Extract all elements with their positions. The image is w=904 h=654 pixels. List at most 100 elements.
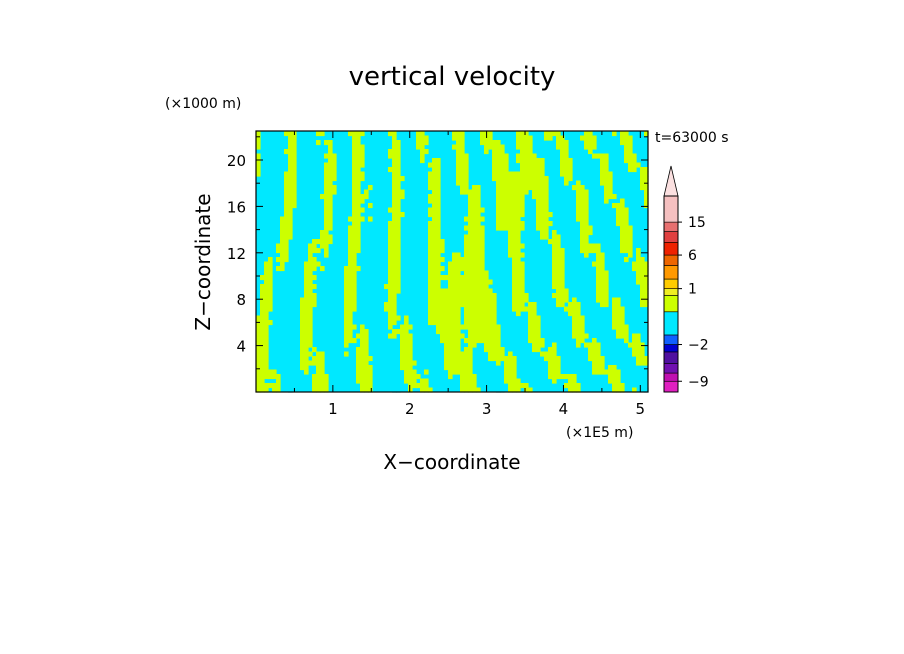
field-cell: [332, 185, 337, 191]
field-cell: [612, 203, 617, 209]
field-cell: [420, 333, 425, 339]
field-cell: [568, 158, 573, 164]
field-cell: [472, 293, 477, 299]
field-cell: [268, 306, 273, 312]
field-cell: [436, 158, 441, 164]
field-cell: [312, 360, 317, 366]
field-cell: [472, 270, 477, 276]
field-cell: [548, 351, 553, 357]
field-cell: [540, 158, 545, 164]
field-cell: [512, 306, 517, 312]
field-cell: [436, 320, 441, 326]
field-cell: [264, 356, 269, 362]
field-cell: [500, 216, 505, 222]
field-cell: [600, 153, 605, 159]
field-cell: [352, 302, 357, 308]
field-cell: [428, 288, 433, 294]
field-cell: [364, 356, 369, 362]
field-cell: [280, 261, 285, 267]
field-cell: [276, 257, 281, 263]
field-cell: [352, 140, 357, 146]
field-cell: [352, 243, 357, 249]
field-cell: [516, 194, 521, 200]
field-cell: [548, 212, 553, 218]
field-cell: [388, 234, 393, 240]
field-cell: [396, 329, 401, 335]
field-cell: [360, 356, 365, 362]
field-cell: [388, 221, 393, 227]
field-cell: [592, 243, 597, 249]
field-cell: [492, 311, 497, 317]
field-cell: [520, 275, 525, 281]
field-cell: [312, 297, 317, 303]
field-cell: [400, 176, 405, 182]
field-cell: [504, 360, 509, 366]
field-cell: [476, 302, 481, 308]
field-cell: [332, 329, 337, 335]
field-cell: [456, 342, 461, 348]
field-cell: [436, 239, 441, 245]
field-cell: [512, 270, 517, 276]
field-cell: [640, 347, 645, 353]
field-cell: [504, 212, 509, 218]
field-cell: [356, 144, 361, 150]
field-cell: [568, 225, 573, 231]
field-cell: [352, 248, 357, 254]
field-cell: [500, 203, 505, 209]
field-cell: [316, 131, 321, 137]
field-cell: [376, 324, 381, 330]
field-cell: [516, 252, 521, 258]
field-cell: [632, 261, 637, 267]
field-cell: [472, 338, 477, 344]
field-cell: [308, 338, 313, 344]
field-cell: [568, 162, 573, 168]
field-cell: [264, 293, 269, 299]
field-cell: [376, 279, 381, 285]
field-cell: [460, 365, 465, 371]
field-cell: [424, 378, 429, 384]
field-cell: [636, 261, 641, 267]
field-cell: [448, 329, 453, 335]
field-cell: [308, 306, 313, 312]
field-cell: [644, 284, 649, 290]
field-cell: [516, 176, 521, 182]
field-cell: [580, 243, 585, 249]
field-cell: [408, 338, 413, 344]
field-cell: [280, 266, 285, 272]
field-cell: [536, 320, 541, 326]
field-cell: [536, 216, 541, 222]
field-cell: [464, 288, 469, 294]
field-cell: [644, 279, 649, 285]
field-cell: [600, 266, 605, 272]
field-cell: [448, 275, 453, 281]
field-cell: [588, 347, 593, 353]
field-cell: [524, 176, 529, 182]
field-cell: [512, 225, 517, 231]
field-cell: [640, 171, 645, 177]
field-cell: [616, 311, 621, 317]
field-cell: [468, 311, 473, 317]
field-cell: [460, 140, 465, 146]
field-cell: [540, 171, 545, 177]
field-cell: [380, 198, 385, 204]
field-cell: [360, 149, 365, 155]
field-cell: [452, 311, 457, 317]
field-cell: [484, 329, 489, 335]
field-cell: [448, 293, 453, 299]
field-cell: [472, 243, 477, 249]
field-cell: [308, 248, 313, 254]
field-cell: [348, 333, 353, 339]
field-cell: [320, 378, 325, 384]
field-cell: [420, 140, 425, 146]
field-cell: [628, 239, 633, 245]
field-cell: [608, 374, 613, 380]
field-cell: [472, 248, 477, 254]
field-cell: [320, 266, 325, 272]
field-cell: [488, 293, 493, 299]
field-cell: [604, 297, 609, 303]
field-cell: [284, 248, 289, 254]
field-cell: [560, 135, 565, 141]
field-cell: [540, 203, 545, 209]
field-cell: [592, 356, 597, 362]
field-cell: [452, 297, 457, 303]
